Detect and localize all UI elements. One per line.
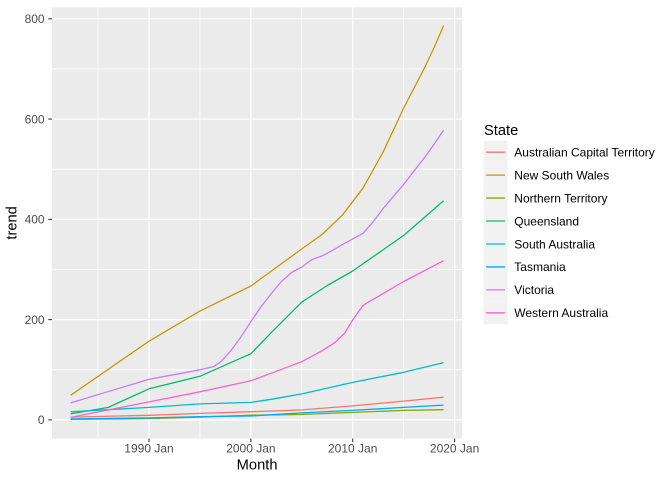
svg-text:Queensland: Queensland [514, 214, 579, 228]
svg-text:New South Wales: New South Wales [514, 168, 609, 182]
svg-text:800: 800 [25, 12, 45, 26]
svg-text:200: 200 [25, 313, 45, 327]
svg-text:600: 600 [25, 112, 45, 126]
svg-text:Northern Territory: Northern Territory [514, 191, 607, 205]
svg-text:Tasmania: Tasmania [514, 260, 566, 274]
svg-text:Western Australia: Western Australia [514, 306, 608, 320]
svg-text:400: 400 [25, 213, 45, 227]
svg-text:State: State [484, 123, 518, 139]
svg-text:0: 0 [38, 413, 45, 427]
svg-text:1990 Jan: 1990 Jan [124, 442, 173, 456]
svg-text:Victoria: Victoria [514, 283, 554, 297]
svg-text:South Australia: South Australia [514, 237, 595, 251]
svg-text:2010 Jan: 2010 Jan [328, 442, 377, 456]
svg-text:Australian Capital Territory: Australian Capital Territory [514, 145, 655, 159]
svg-text:2000 Jan: 2000 Jan [226, 442, 275, 456]
svg-text:trend: trend [5, 206, 21, 239]
svg-text:2020 Jan: 2020 Jan [430, 442, 479, 456]
svg-text:Month: Month [237, 457, 278, 473]
